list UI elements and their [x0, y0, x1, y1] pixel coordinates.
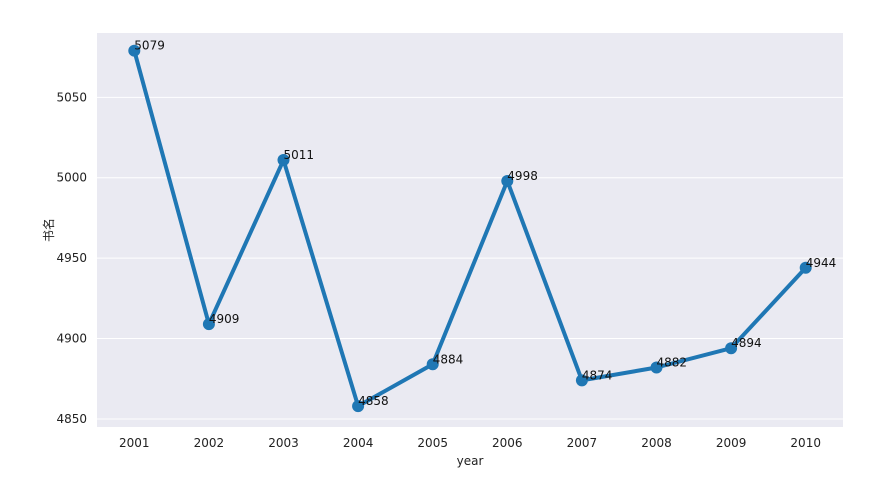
plot-area	[97, 33, 843, 427]
x-tick-label: 2008	[641, 436, 672, 450]
x-tick-label: 2002	[194, 436, 225, 450]
data-point	[575, 374, 588, 387]
data-point	[725, 342, 738, 355]
data-label: 4998	[507, 169, 538, 183]
data-label: 4882	[657, 355, 688, 369]
x-tick-label: 2005	[417, 436, 448, 450]
data-label: 4884	[433, 352, 464, 366]
data-label: 4944	[806, 256, 837, 270]
x-tick-label: 2007	[567, 436, 598, 450]
data-label: 5079	[134, 39, 165, 53]
gridlines	[97, 96, 843, 420]
data-point	[277, 154, 290, 167]
y-tick-label: 5050	[56, 90, 87, 104]
y-axis-label: 书名	[41, 218, 56, 242]
x-axis-ticks: 2001 2002 2003 2004 2005 2006 2007 2008 2009 2010	[119, 436, 821, 450]
x-tick-label: 2003	[268, 436, 299, 450]
series-group	[128, 44, 812, 413]
x-axis-label: year	[457, 454, 484, 468]
data-label: 4858	[358, 394, 389, 408]
data-point	[352, 400, 365, 413]
data-point	[128, 44, 141, 57]
y-tick-label: 4900	[56, 332, 87, 346]
x-tick-label: 2010	[790, 436, 821, 450]
y-axis-ticks: 4850 4900 4950 5000 5050	[56, 90, 87, 426]
data-label: 4874	[582, 368, 613, 382]
y-tick-label: 4950	[56, 251, 87, 265]
series-line	[132, 48, 808, 409]
data-label: 4909	[209, 312, 240, 326]
y-tick-label: 5000	[56, 171, 87, 185]
data-point	[650, 361, 663, 374]
data-point	[799, 261, 812, 274]
x-tick-label: 2004	[343, 436, 374, 450]
y-tick-label: 4850	[56, 412, 87, 426]
data-point	[202, 318, 215, 331]
x-tick-label: 2006	[492, 436, 523, 450]
data-point	[501, 174, 514, 187]
x-tick-label: 2009	[716, 436, 747, 450]
data-label: 4894	[731, 336, 762, 350]
data-labels: 5079 4909 5011 4858 4884 4998 4874 4882 4894 4944	[134, 39, 836, 408]
data-label: 5011	[284, 148, 315, 162]
x-tick-label: 2001	[119, 436, 150, 450]
data-point	[426, 358, 439, 371]
